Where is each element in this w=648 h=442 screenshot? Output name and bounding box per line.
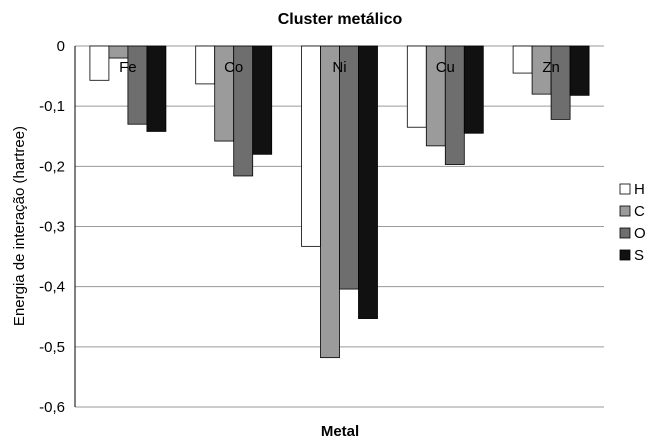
bar-cu-s <box>463 45 484 134</box>
bar-group-zn <box>512 45 590 120</box>
bar-fe-s <box>146 45 167 132</box>
bar-group-ni <box>301 45 378 359</box>
bar-ni-o <box>339 45 359 290</box>
bar-fe-o <box>127 45 148 125</box>
bar-fe-h <box>89 45 110 81</box>
y-tick-label: -0,1 <box>39 98 65 115</box>
legend-item-c: C <box>619 203 645 220</box>
y-tick-label: -0,2 <box>39 158 65 175</box>
bar-group-cu <box>406 45 484 165</box>
category-label: Zn <box>542 59 560 76</box>
legend-swatch <box>619 183 631 195</box>
y-tick-label: 0 <box>57 38 65 55</box>
y-axis-label: Energia de interação (hartree) <box>11 126 28 326</box>
category-label: Fe <box>119 59 137 76</box>
bar-cu-h <box>406 45 427 128</box>
category-labels: Fe Co Ni Cu Zn <box>119 59 560 76</box>
legend-swatch <box>619 249 631 261</box>
category-label: Cu <box>436 59 455 76</box>
y-tick-label: -0,6 <box>39 399 65 416</box>
legend-swatch <box>619 227 631 239</box>
bar-co-h <box>195 45 216 85</box>
y-tick-label: -0,4 <box>39 279 65 296</box>
legend-label: C <box>634 203 645 220</box>
bar-group-co <box>195 45 273 177</box>
category-label: Ni <box>332 59 346 76</box>
bar-zn-o <box>550 45 571 120</box>
bar-ni-s <box>358 45 378 319</box>
bar-fe-c <box>108 45 129 59</box>
bar-zn-h <box>512 45 533 74</box>
bar-zn-s <box>569 45 590 96</box>
chart-title: Cluster metálico <box>278 11 403 28</box>
bar-co-s <box>252 45 273 155</box>
y-tick-label: -0,3 <box>39 219 65 236</box>
bar-ni-h <box>301 45 321 247</box>
legend-label: O <box>634 225 646 242</box>
legend-item-s: S <box>619 247 644 264</box>
legend-swatch <box>619 205 631 217</box>
bar-group-fe <box>89 45 167 132</box>
x-axis-label: Metal <box>321 423 359 440</box>
legend-label: S <box>634 247 644 264</box>
legend-label: H <box>634 181 645 198</box>
legend-item-o: O <box>619 225 646 242</box>
y-tick-label: -0,5 <box>39 339 65 356</box>
bar-groups <box>89 45 590 359</box>
y-tick-labels: 0 -0,1 -0,2 -0,3 -0,4 -0,5 -0,6 <box>39 38 65 416</box>
category-label: Co <box>224 59 243 76</box>
bar-ni-c <box>320 45 340 359</box>
legend-item-h: H <box>619 181 645 198</box>
